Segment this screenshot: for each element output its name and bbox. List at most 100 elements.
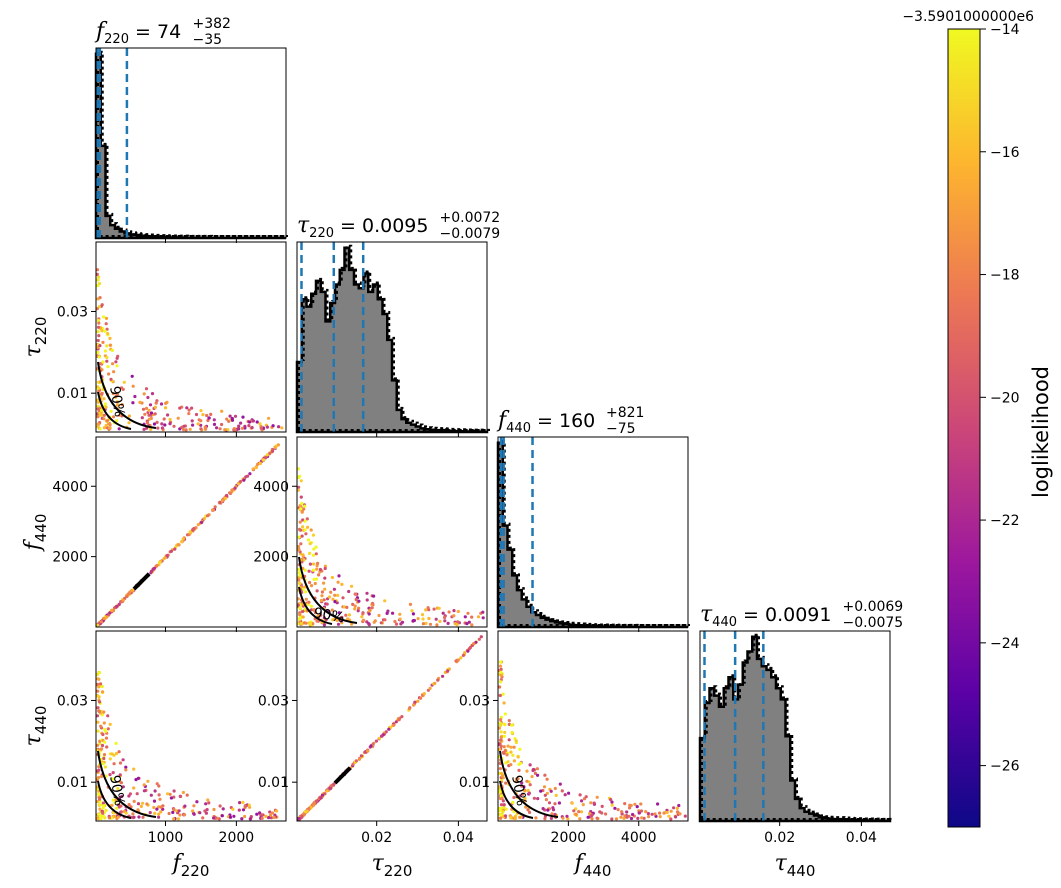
- scatter-point: [106, 714, 110, 718]
- scatter-point: [466, 649, 470, 653]
- scatter-point: [300, 501, 304, 505]
- scatter-point: [243, 814, 247, 819]
- scatter-point: [319, 598, 323, 603]
- scatter-point: [346, 617, 350, 621]
- scatter-point: [220, 422, 224, 427]
- scatter-point: [536, 797, 540, 801]
- scatter-point: [105, 419, 109, 423]
- scatter-point: [121, 387, 125, 391]
- scatter-point: [273, 445, 278, 450]
- scatter-point: [351, 762, 355, 766]
- scatter-point: [157, 812, 161, 816]
- scatter-point: [503, 730, 507, 735]
- scatter-point: [104, 405, 108, 409]
- scatter-point: [308, 622, 312, 626]
- scatter-point: [177, 543, 181, 547]
- x-tick-label-tau220-1: 0.04: [443, 830, 474, 846]
- scatter-point: [456, 620, 460, 624]
- scatter-point: [191, 423, 195, 427]
- scatter-point: [479, 635, 483, 639]
- marginal-title-plus-f220: +382: [193, 16, 231, 32]
- scatter-point: [188, 427, 192, 431]
- scatter-point: [354, 759, 358, 763]
- scatter-point: [264, 456, 268, 460]
- panel-frame-f220: [95, 47, 287, 239]
- scatter-point: [301, 615, 305, 619]
- scatter-point: [157, 793, 161, 797]
- scatter-point: [532, 796, 537, 800]
- scatter-point: [121, 785, 125, 789]
- scatter-point: [101, 762, 105, 766]
- scatter-tau440-vs-tau220: [296, 630, 488, 822]
- scatter-point: [159, 805, 163, 809]
- scatter-point: [96, 689, 100, 693]
- scatter-point: [498, 806, 501, 810]
- scatter-point: [124, 768, 128, 772]
- scatter-point: [98, 807, 102, 811]
- scatter-point: [498, 771, 501, 775]
- scatter-point: [297, 817, 300, 821]
- scatter-point: [119, 810, 123, 814]
- scatter-point: [528, 783, 532, 787]
- scatter-point: [513, 816, 518, 821]
- scatter-point: [554, 793, 558, 798]
- scatter-point: [230, 416, 234, 421]
- scatter-point: [507, 719, 511, 723]
- scatter-point: [137, 815, 141, 819]
- scatter-point: [563, 793, 567, 797]
- scatter-point: [108, 336, 112, 340]
- scatter-point: [320, 594, 324, 598]
- scatter-point: [199, 409, 203, 413]
- scatter-point: [650, 812, 654, 816]
- y-axis-label-tau220: τ220: [21, 317, 50, 358]
- scatter-point: [303, 568, 307, 572]
- scatter-point: [172, 424, 176, 428]
- scatter-point: [424, 608, 428, 612]
- scatter-point: [240, 817, 244, 821]
- scatter-point: [105, 327, 109, 331]
- scatter-point: [516, 755, 520, 759]
- scatter-point: [616, 808, 620, 812]
- scatter-point: [129, 589, 133, 593]
- scatter-point: [468, 645, 472, 650]
- scatter-point: [192, 812, 196, 816]
- scatter-point: [157, 784, 161, 788]
- scatter-point: [101, 690, 105, 694]
- scatter-point: [416, 699, 420, 703]
- histogram-outline-f220: [94, 52, 286, 240]
- scatter-point: [115, 364, 119, 368]
- scatter-point: [311, 802, 316, 807]
- scatter-point: [102, 413, 106, 417]
- y-tick-label-tau440-0: 0.01: [57, 775, 88, 791]
- scatter-point: [303, 519, 307, 523]
- scatter-point: [507, 738, 511, 742]
- scatter-point: [131, 384, 135, 388]
- scatter-point: [308, 551, 312, 556]
- scatter-point: [658, 815, 662, 819]
- scatter-point: [267, 416, 271, 420]
- scatter-point: [534, 816, 538, 820]
- scatter-point: [481, 616, 485, 620]
- scatter-point: [639, 809, 644, 813]
- scatter-point: [391, 611, 395, 615]
- scatter-point: [169, 796, 173, 800]
- scatter-point: [311, 568, 315, 572]
- scatter-point: [169, 549, 173, 553]
- scatter-point: [272, 815, 276, 820]
- scatter-point: [101, 811, 105, 815]
- scatter-point: [112, 370, 116, 374]
- scatter-point: [264, 814, 268, 819]
- scatter-point: [104, 322, 108, 326]
- scatter-point: [121, 598, 125, 602]
- scatter-point: [499, 730, 503, 734]
- scatter-point: [97, 685, 101, 689]
- scatter-point: [297, 548, 301, 552]
- scatter-point: [185, 406, 189, 410]
- scatter-point: [111, 798, 115, 802]
- scatter-point: [201, 816, 205, 820]
- scatter-point: [299, 479, 303, 483]
- scatter-point: [566, 817, 570, 821]
- scatter-point: [340, 582, 344, 587]
- scatter-point: [357, 599, 361, 603]
- scatter-point: [549, 816, 554, 821]
